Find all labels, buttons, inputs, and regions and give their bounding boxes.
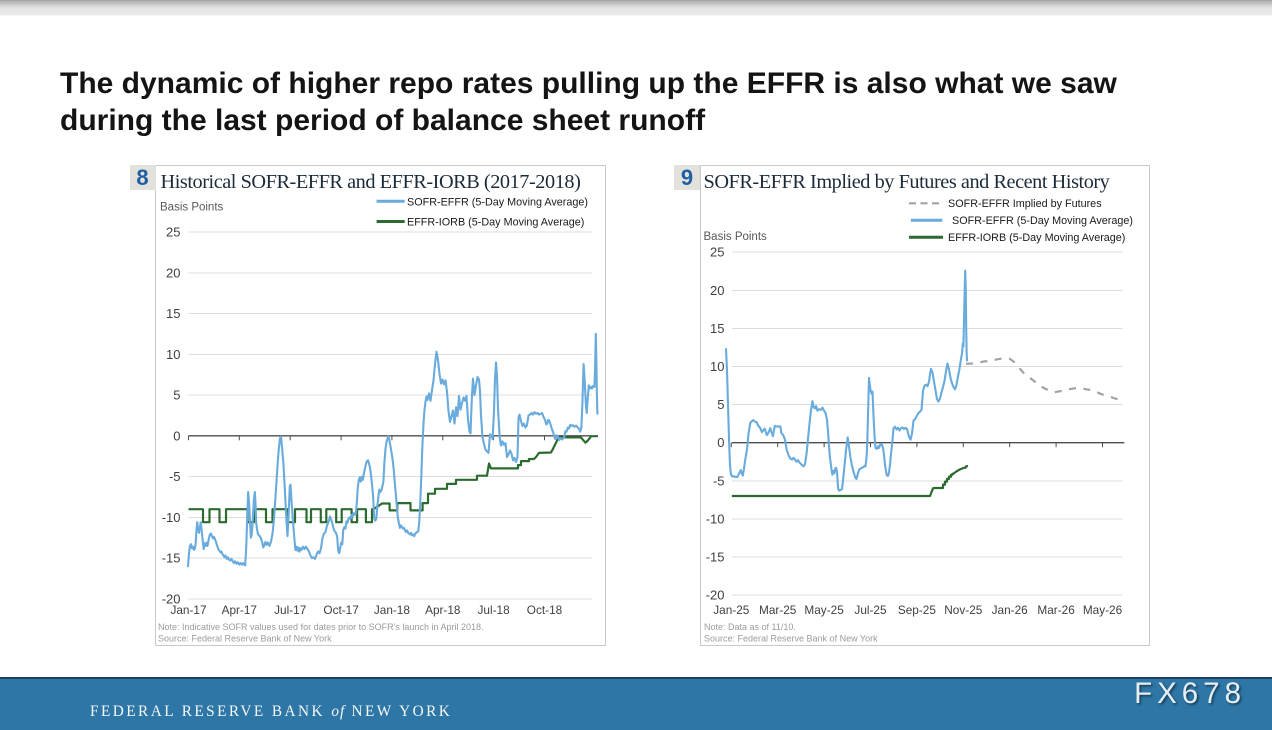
svg-text:Oct-18: Oct-18 (527, 603, 563, 617)
svg-text:Apr-18: Apr-18 (425, 603, 461, 617)
svg-text:-20: -20 (706, 588, 725, 603)
svg-text:SOFR-EFFR Implied by Futures: SOFR-EFFR Implied by Futures (948, 198, 1102, 210)
svg-text:Note: Indicative SOFR values u: Note: Indicative SOFR values used for da… (158, 622, 484, 632)
svg-text:-10: -10 (162, 510, 181, 525)
svg-text:-15: -15 (706, 550, 725, 565)
svg-text:SOFR-EFFR (5-Day Moving Averag: SOFR-EFFR (5-Day Moving Average) (407, 197, 588, 209)
svg-text:-5: -5 (169, 469, 181, 484)
svg-text:Mar-25: Mar-25 (759, 603, 797, 617)
svg-text:10: 10 (710, 359, 724, 374)
svg-text:May-26: May-26 (1083, 603, 1123, 617)
svg-text:May-25: May-25 (804, 603, 844, 617)
svg-text:Apr-17: Apr-17 (222, 603, 257, 617)
svg-text:Jul-17: Jul-17 (274, 603, 306, 617)
svg-text:-15: -15 (162, 551, 181, 566)
svg-text:15: 15 (710, 321, 724, 336)
svg-text:Basis Points: Basis Points (704, 231, 768, 243)
svg-text:EFFR-IORB (5-Day Moving Averag: EFFR-IORB (5-Day Moving Average) (948, 232, 1125, 244)
svg-text:20: 20 (166, 265, 180, 280)
svg-text:-5: -5 (713, 473, 725, 488)
svg-text:Sep-25: Sep-25 (898, 603, 936, 617)
svg-text:-10: -10 (706, 511, 725, 526)
svg-text:-20: -20 (162, 591, 181, 606)
svg-text:10: 10 (166, 347, 180, 362)
svg-text:25: 25 (166, 225, 180, 240)
svg-text:Note: Data as of 11/10.: Note: Data as of 11/10. (704, 622, 796, 632)
svg-text:Source: Federal Reserve Bank o: Source: Federal Reserve Bank of New York (158, 634, 332, 644)
svg-text:Jan-26: Jan-26 (992, 603, 1029, 617)
svg-text:15: 15 (166, 306, 180, 321)
svg-text:Jul-25: Jul-25 (854, 603, 887, 617)
svg-text:Jan-18: Jan-18 (374, 603, 411, 617)
svg-text:Mar-26: Mar-26 (1037, 603, 1075, 617)
svg-text:Jan-17: Jan-17 (170, 603, 206, 617)
svg-text:0: 0 (717, 435, 724, 450)
svg-text:25: 25 (710, 245, 724, 260)
svg-text:Source: Federal Reserve Bank o: Source: Federal Reserve Bank of New York (704, 634, 878, 644)
svg-text:20: 20 (710, 283, 724, 298)
svg-text:Basis Points: Basis Points (160, 202, 224, 214)
svg-text:Jan-25: Jan-25 (713, 603, 750, 617)
svg-text:Nov-25: Nov-25 (944, 603, 982, 617)
svg-text:0: 0 (173, 428, 180, 443)
svg-text:Oct-17: Oct-17 (323, 603, 358, 617)
svg-text:EFFR-IORB (5-Day Moving Averag: EFFR-IORB (5-Day Moving Average) (407, 217, 584, 229)
svg-text:SOFR-EFFR (5-Day Moving Averag: SOFR-EFFR (5-Day Moving Average) (952, 215, 1133, 227)
svg-text:Jul-18: Jul-18 (478, 603, 511, 617)
svg-text:5: 5 (717, 397, 724, 412)
svg-text:5: 5 (173, 388, 180, 403)
